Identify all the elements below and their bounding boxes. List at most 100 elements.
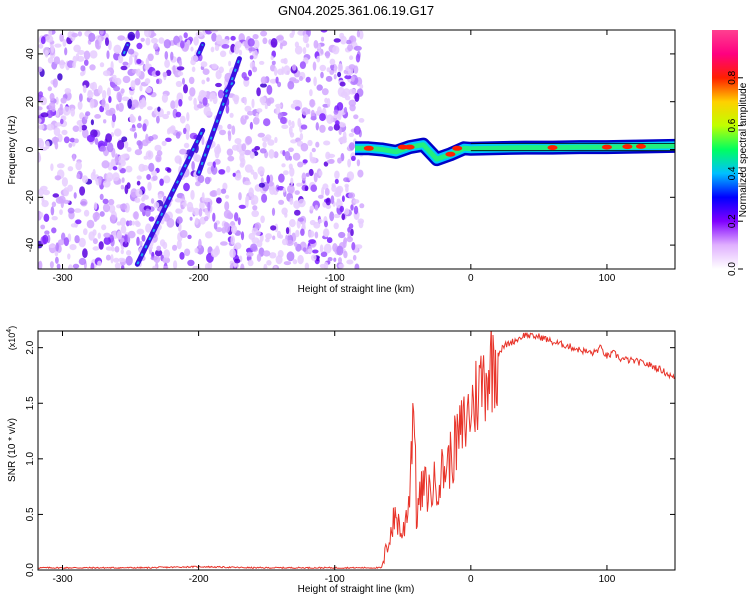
noise-speckle (254, 222, 262, 230)
noise-speckle (342, 239, 347, 249)
noise-speckle (229, 112, 234, 118)
noise-speckle (176, 216, 183, 224)
noise-speckle (329, 69, 335, 75)
noise-speckle (296, 182, 302, 187)
x-tick-label: -300 (52, 273, 72, 284)
noise-speckle (161, 93, 168, 103)
noise-speckle (253, 171, 258, 180)
noise-speckle (184, 248, 191, 257)
noise-speckle (145, 223, 152, 233)
noise-speckle (161, 140, 167, 147)
noise-speckle (261, 136, 270, 142)
noise-speckle (252, 49, 258, 60)
snr-y-label: SNR (10 * v/v) (7, 418, 18, 482)
noise-speckle (260, 215, 265, 224)
noise-speckle (193, 152, 198, 162)
noise-speckle (155, 154, 162, 163)
noise-speckle (215, 34, 223, 45)
noise-speckle (231, 125, 236, 135)
noise-speckle (170, 100, 176, 110)
noise-speckle (259, 148, 267, 154)
noise-speckle (99, 62, 105, 68)
noise-speckle (315, 256, 320, 262)
noise-speckle (359, 84, 364, 89)
noise-speckle (129, 115, 136, 123)
noise-speckle (351, 242, 356, 251)
noise-speckle (141, 234, 146, 242)
noise-speckle (337, 86, 345, 97)
noise-speckle (251, 98, 255, 109)
noise-speckle (119, 203, 127, 210)
noise-speckle (223, 221, 229, 228)
noise-speckle (326, 237, 333, 244)
noise-speckle (148, 216, 155, 222)
noise-speckle (55, 96, 59, 105)
snr-frame (37, 330, 676, 571)
noise-speckle (329, 58, 336, 66)
noise-speckle (48, 102, 56, 110)
noise-speckle (270, 55, 274, 60)
noise-speckle (78, 124, 83, 133)
noise-speckle (325, 197, 331, 206)
noise-speckle (343, 106, 348, 114)
noise-speckle (319, 124, 326, 133)
noise-speckle (281, 163, 286, 168)
noise-speckle (243, 76, 250, 81)
noise-speckle (99, 211, 105, 217)
noise-speckle (134, 78, 141, 86)
noise-speckle (104, 103, 110, 112)
noise-speckle (245, 198, 249, 208)
noise-speckle (325, 50, 331, 59)
noise-speckle (167, 126, 176, 134)
noise-speckle (67, 207, 75, 214)
noise-speckle (297, 198, 306, 208)
noise-speckle (120, 249, 125, 255)
noise-speckle (175, 80, 183, 88)
noise-speckle (273, 151, 279, 159)
noise-speckle (356, 159, 361, 167)
noise-speckle (327, 153, 336, 158)
colorbar-tick-label: 0.2 (727, 214, 738, 228)
y-tick-label: 40 (25, 48, 36, 60)
colorbar-tick-label: 0.0 (727, 262, 738, 276)
noise-speckle (245, 135, 253, 145)
noise-speckle (348, 142, 355, 151)
noise-speckle (263, 250, 271, 257)
noise-speckle (52, 193, 60, 198)
noise-speckle (114, 246, 120, 253)
noise-speckle (265, 233, 272, 240)
noise-speckle (109, 214, 116, 224)
noise-speckle (297, 217, 304, 222)
noise-speckle (341, 195, 345, 202)
noise-speckle (101, 98, 106, 108)
noise-speckle (315, 122, 319, 131)
noise-speckle (80, 65, 86, 72)
noise-speckle (326, 67, 331, 73)
noise-speckle (52, 78, 58, 88)
noise-speckle (126, 250, 132, 256)
noise-speckle (68, 142, 73, 148)
noise-speckle (162, 113, 170, 120)
spectrogram-y-ticks: -40 -20 0 20 40 (25, 48, 675, 252)
noise-speckle (127, 230, 136, 239)
noise-speckle (89, 64, 96, 71)
noise-speckle (200, 91, 208, 96)
noise-speckle (191, 161, 195, 171)
noise-speckle (81, 175, 89, 184)
noise-speckle (97, 260, 102, 267)
noise-speckle (73, 44, 81, 53)
noise-speckle (178, 99, 183, 107)
noise-speckle (121, 96, 130, 102)
noise-speckle (323, 161, 329, 167)
noise-speckle (94, 137, 99, 145)
ridge-hotspot (363, 145, 374, 151)
noise-speckle (288, 147, 294, 153)
noise-speckle (227, 131, 232, 142)
noise-speckle (71, 32, 78, 38)
noise-speckle (176, 239, 182, 250)
noise-speckle (157, 193, 163, 200)
noise-speckle (116, 230, 123, 240)
snr-line (38, 331, 675, 570)
streak-lines (121, 41, 242, 267)
